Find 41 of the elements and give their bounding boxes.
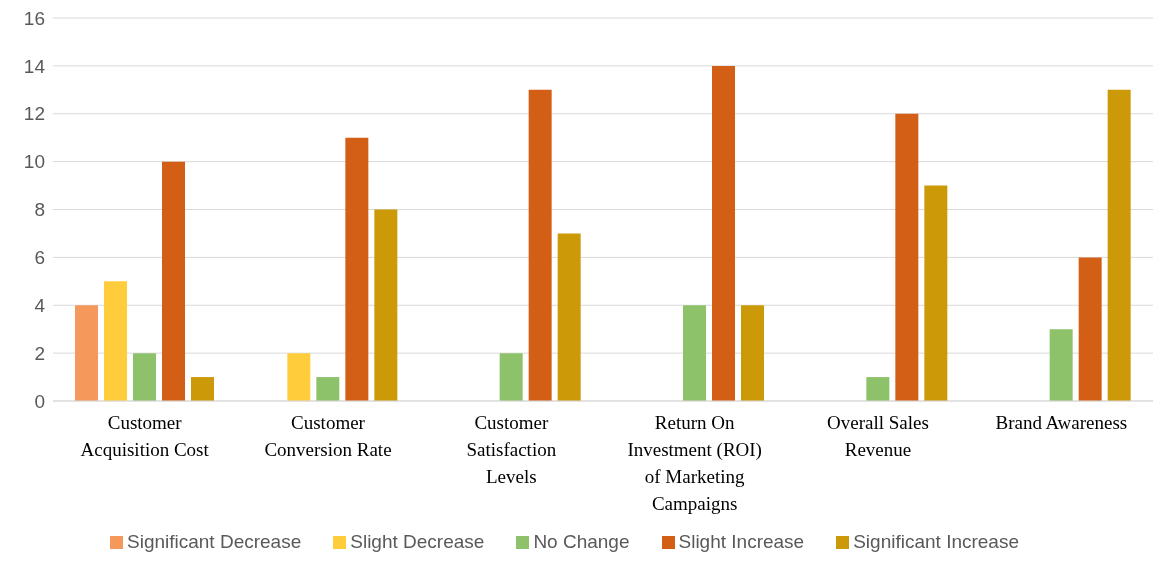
y-tick-label: 10 [23, 151, 45, 173]
bar [557, 233, 581, 401]
legend-label: Significant Decrease [126, 531, 302, 552]
bar [287, 353, 311, 401]
bar [1078, 257, 1102, 401]
bar [895, 113, 919, 401]
bar [345, 137, 369, 401]
bar [499, 353, 523, 401]
bar [924, 185, 948, 401]
bar [133, 353, 156, 401]
bar [104, 281, 127, 401]
x-tick-label: Return On Investment (ROI) of Marketing Campaigns [627, 412, 762, 514]
y-tick-label: 14 [23, 55, 46, 77]
y-tick-label: 4 [34, 294, 46, 316]
x-tick-label: Overall Sales Revenue [827, 412, 929, 460]
y-tick-label: 12 [23, 103, 45, 125]
y-tick-label: 2 [34, 342, 45, 364]
legend-label: Significant Increase [853, 531, 1020, 552]
x-tick-label: Customer Conversion Rate [264, 412, 392, 460]
bar [316, 377, 340, 401]
x-tick-label: Customer Satisfaction Levels [466, 412, 557, 487]
x-tick-label: Brand Awareness [995, 412, 1128, 433]
bar [1107, 89, 1131, 401]
bar [528, 89, 552, 401]
y-tick-label: 6 [34, 247, 45, 269]
bar [683, 305, 706, 401]
legend-label: Slight Decrease [350, 531, 485, 552]
y-tick-label: 8 [34, 199, 45, 221]
bar [374, 209, 398, 401]
x-tick-label: Customer Acquisition Cost [80, 412, 210, 460]
legend-label: No Change [533, 531, 630, 552]
bar [191, 377, 214, 401]
legend-label: Slight Increase [678, 531, 805, 552]
bar [162, 161, 185, 401]
bar [75, 305, 98, 401]
bar [741, 305, 764, 401]
y-tick-label: 0 [34, 390, 45, 412]
y-tick-label: 16 [23, 7, 45, 29]
bar [1049, 329, 1073, 401]
bar [712, 65, 735, 401]
bar [866, 377, 890, 401]
